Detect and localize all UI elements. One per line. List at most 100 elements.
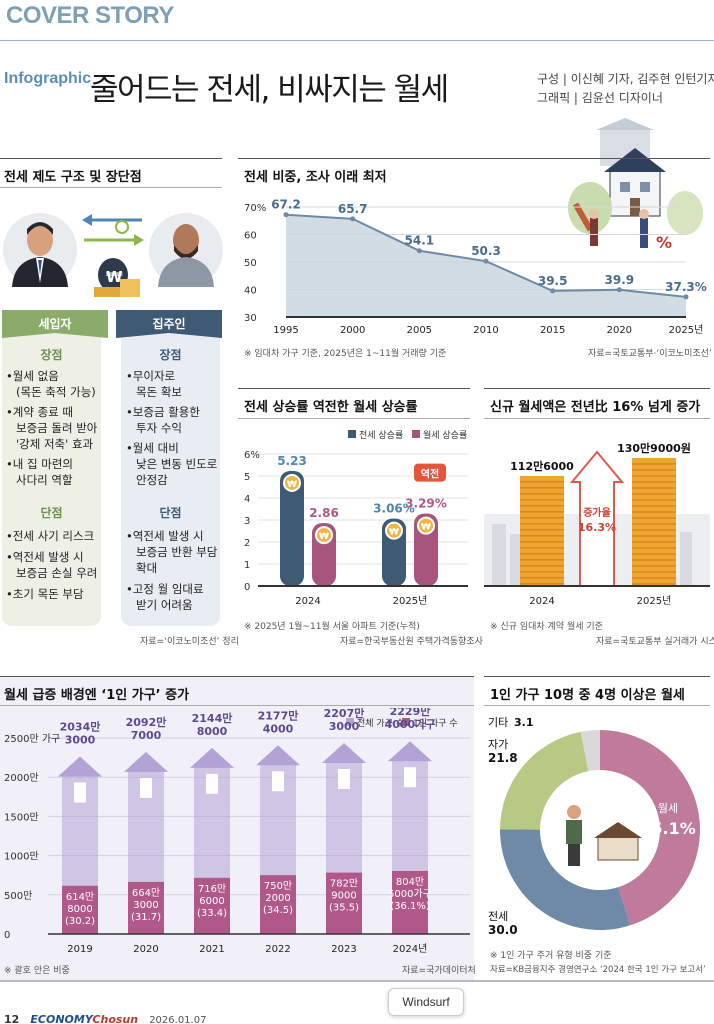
y-tick-label: 3 <box>244 516 250 527</box>
person-body-icon <box>566 820 582 844</box>
legend-swatch <box>346 718 354 726</box>
coin-icon <box>417 516 435 535</box>
credit-line-2: 그래픽 | 김윤선 디자이너 <box>537 91 663 105</box>
data-label: 5.23 <box>277 454 307 468</box>
donut-slice <box>500 829 631 930</box>
tenant-panel <box>2 320 101 626</box>
bar-single <box>128 881 164 934</box>
y-tick-label: 0 <box>244 582 250 593</box>
issue-date: 2026.01.07 <box>149 1015 207 1024</box>
data-label-single: 716만 6000 (33.4) <box>197 883 227 919</box>
footer-divider <box>0 980 714 982</box>
y-tick-label: 2000만 <box>4 772 39 784</box>
x-tick-label: 2020 <box>607 325 632 336</box>
single-households-chart: 2500만 가구 2000만 1500만 1000만 500만 0 전체 가구 수 1인 가구… <box>4 708 470 955</box>
divider <box>0 676 474 677</box>
tenant-pros-list: •월세 없음 (목돈 축적 가능) •계약 종료 때 보증금 돌려 받아 '강제… <box>6 368 103 488</box>
bar-single <box>326 872 362 934</box>
roof-icon <box>594 822 642 838</box>
list-item: •계약 종료 때 보증금 돌려 받아 '강제 저축' 효과 <box>6 405 98 451</box>
x-tick-label: 2005 <box>407 325 432 336</box>
data-point <box>283 212 289 218</box>
list-item: •월세 없음 (목돈 축적 가능) <box>6 369 96 399</box>
svg-text:₩: ₩ <box>106 268 123 286</box>
bar-single <box>62 885 98 934</box>
y-tick-label: 70% <box>244 203 266 214</box>
data-label: 3.29% <box>405 497 447 511</box>
chart1-note: ※ 임대차 가구 기준, 2025년은 1~11월 거래량 기준 <box>244 349 447 359</box>
coin-stack <box>520 475 564 586</box>
rent-rise-chart: 6% 5 4 3 2 1 0 전세 상승률 월세 상승률 ₩5.23 ₩2.86 2024 ₩3.06%… <box>244 429 468 607</box>
house-window <box>206 773 218 794</box>
data-label: 67.2 <box>271 198 301 212</box>
y-tick-label: 40 <box>244 286 257 297</box>
structure-title: 전세 제도 구조 및 장단점 <box>4 170 142 185</box>
y-tick-label: 50 <box>244 258 257 269</box>
chart1-source: 자료=국토교통부·‘이코노미조선’ 정리 <box>588 349 714 359</box>
house-icon <box>597 835 639 861</box>
data-label-single: 804만 5000가구 (36.1%) <box>388 876 432 912</box>
data-point <box>683 294 689 300</box>
header-divider <box>0 40 714 41</box>
chart5-source: 자료=KB금융지주 경영연구소 ‘2024 한국 1인 가구 보고서’ <box>490 965 706 975</box>
chart5-note: ※ 1인 가구 주거 유형 비중 기준 <box>490 951 612 961</box>
divider <box>238 158 710 159</box>
divider <box>238 418 470 419</box>
y-tick-label: 5 <box>244 472 250 483</box>
list-item: •전세 사기 리스크 <box>6 529 95 543</box>
legend-swatch <box>402 718 410 726</box>
x-tick-label: 2019 <box>67 944 92 955</box>
bar-single <box>194 877 230 934</box>
data-label-total: 2092만 7000 <box>126 715 167 742</box>
won-symbol: ₩ <box>319 532 329 542</box>
house-window <box>404 767 416 788</box>
divider <box>484 676 710 677</box>
credit-line-1: 구성 | 이신혜 기자, 김주현 인턴기자 <box>537 72 714 86</box>
legend-swatch <box>348 430 356 438</box>
footer: 12 ECONOMYChosun 2026.01.07 <box>4 1008 206 1024</box>
house-window <box>338 768 350 789</box>
windsurf-overlay-button[interactable]: Windsurf <box>388 988 464 1016</box>
y-tick-label: 2 <box>244 538 250 549</box>
data-point <box>416 248 422 254</box>
structure-source: 자료=‘이코노미조선’ 정리 <box>140 637 239 647</box>
new-rent-chart: 112만6000 2024 130만9000원 2025년 증가율 16.3% <box>484 441 710 607</box>
arrow-label: 증가율 <box>583 506 611 519</box>
data-label-single: 664만 3000 (31.7) <box>131 887 161 923</box>
x-tick-label: 2015 <box>540 325 565 336</box>
building-shape <box>492 524 506 586</box>
page-number: 12 <box>4 1013 20 1024</box>
slice-value: 3.1 <box>514 716 534 729</box>
slice-value: 45.1% <box>640 819 696 838</box>
slice-name: 월세 <box>658 802 678 815</box>
legend-label: 1인 가구 수 <box>413 718 458 729</box>
data-label: 130만9000원 <box>617 441 691 455</box>
building-shape <box>680 532 692 586</box>
data-label: 2.86 <box>309 506 339 520</box>
legend-label: 전세 상승률 <box>359 430 403 441</box>
chart1-title: 전세 비중, 조사 이래 최저 <box>244 170 387 185</box>
people-illustration: ₩ <box>3 213 223 297</box>
slice-name: 전세 <box>488 910 508 923</box>
x-tick-label: 2024년 <box>393 943 428 955</box>
x-tick-label: 2025년 <box>393 595 428 607</box>
y-tick-label: 4 <box>244 494 250 505</box>
won-symbol: ₩ <box>389 528 399 538</box>
y-tick-label: 1000만 <box>4 851 39 863</box>
infographic-tag: Infographic <box>4 70 92 87</box>
data-label: 54.1 <box>405 234 435 248</box>
x-tick-label: 2024 <box>529 596 554 607</box>
house-window <box>74 782 86 803</box>
person-legs-icon <box>568 844 580 866</box>
x-tick-label: 2024 <box>295 596 320 607</box>
list-item: •무이자로 목돈 확보 <box>126 369 182 399</box>
donut-slice <box>600 730 700 926</box>
y-tick-label: 1500만 <box>4 811 39 823</box>
list-item: •고정 월 임대료 받기 어려움 <box>126 582 204 612</box>
y-tick-label: 1 <box>244 560 250 571</box>
landlord-cons-label: 단점 <box>159 506 182 520</box>
data-label-single: 782만 9000 (35.5) <box>329 878 359 914</box>
x-tick-label: 2025년 <box>637 595 672 607</box>
won-symbol: ₩ <box>421 523 431 533</box>
